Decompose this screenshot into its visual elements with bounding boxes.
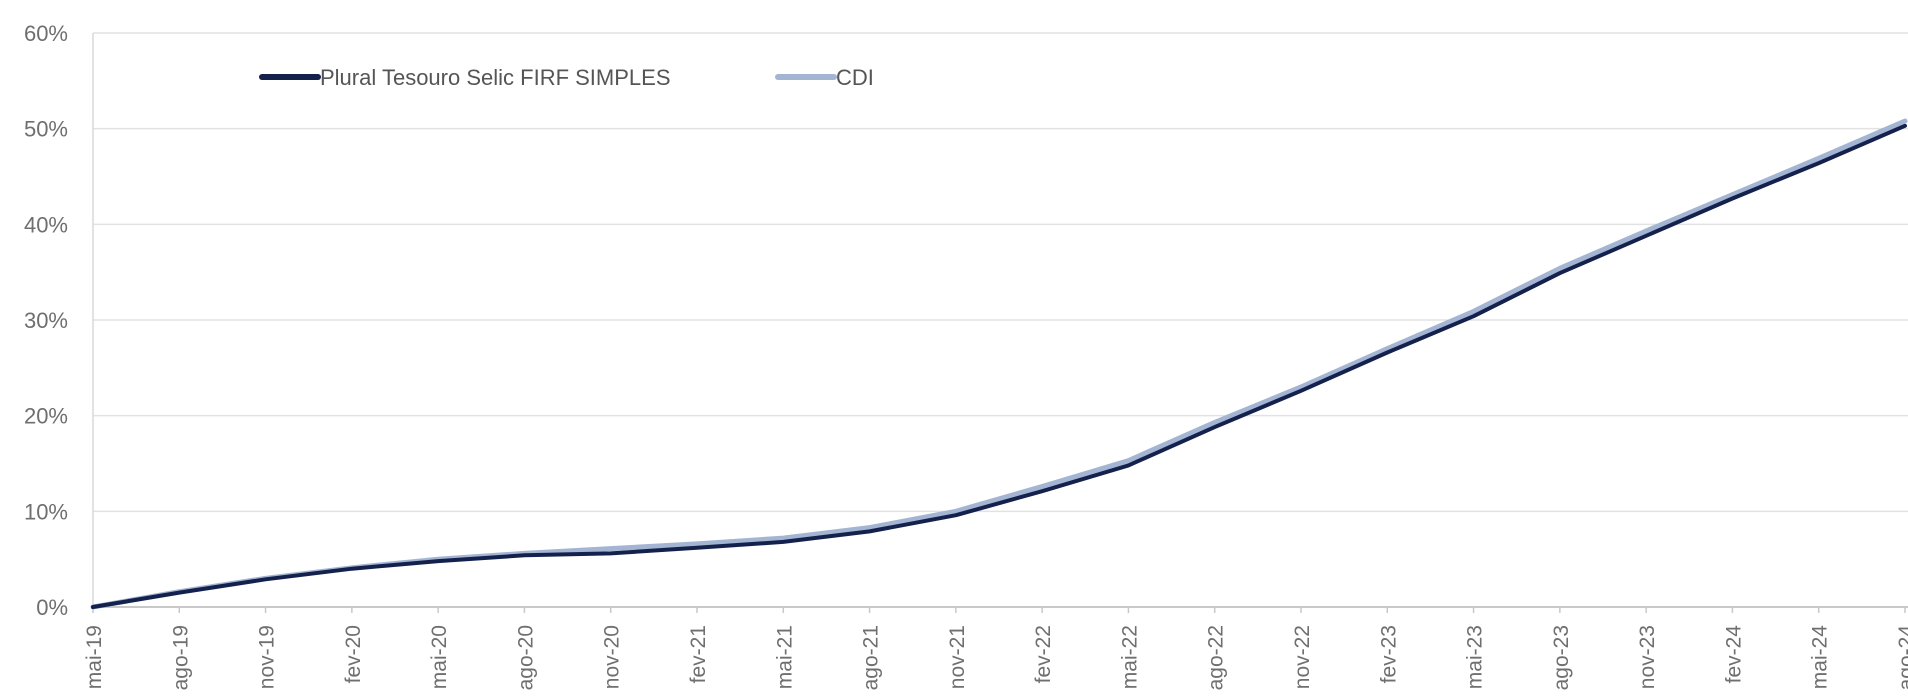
legend-label: CDI xyxy=(836,65,874,90)
x-tick-label: mai-22 xyxy=(1118,625,1141,689)
x-tick-label: ago-23 xyxy=(1550,625,1573,690)
y-axis: 0% 10% 20% 30% 40% 50% 60% xyxy=(24,21,68,620)
x-tick-label: fev-22 xyxy=(1032,625,1055,683)
series-line-0 xyxy=(91,123,1907,609)
x-tick-label: mai-21 xyxy=(773,625,796,689)
x-tick-label: fev-23 xyxy=(1377,625,1400,683)
y-tick-label: 20% xyxy=(24,404,68,429)
series-line-1 xyxy=(90,118,1908,610)
x-tick-label: nov-19 xyxy=(256,625,279,689)
x-tick-label: fev-20 xyxy=(342,625,365,683)
x-tick-label: ago-20 xyxy=(514,625,537,690)
x-tick-label: ago-24 xyxy=(1895,625,1908,691)
y-tick-label: 0% xyxy=(36,595,68,620)
legend: Plural Tesouro Selic FIRF SIMPLES CDI xyxy=(259,65,874,90)
x-tick-label: fev-21 xyxy=(687,625,710,683)
x-tick-label: mai-24 xyxy=(1809,625,1832,690)
y-tick-label: 60% xyxy=(24,21,68,46)
y-tick-label: 50% xyxy=(24,117,68,142)
legend-label: Plural Tesouro Selic FIRF SIMPLES xyxy=(320,65,671,90)
x-tick-label: mai-20 xyxy=(428,625,451,689)
x-tick-label: nov-20 xyxy=(601,625,624,689)
y-tick-label: 40% xyxy=(24,212,68,237)
x-tick-label: nov-21 xyxy=(946,625,969,689)
y-tick-label: 10% xyxy=(24,499,68,524)
x-tick-label: fev-24 xyxy=(1722,625,1745,684)
y-tick-label: 30% xyxy=(24,308,68,333)
gridlines xyxy=(92,32,1908,608)
series-lines xyxy=(90,118,1908,610)
x-tick-label: mai-23 xyxy=(1464,625,1487,689)
x-tick-label: mai-19 xyxy=(83,625,106,689)
x-tick-label: nov-23 xyxy=(1636,625,1659,689)
x-tick-label: ago-21 xyxy=(860,625,883,690)
x-tick-label: nov-22 xyxy=(1291,625,1314,689)
x-tick-label: ago-22 xyxy=(1205,625,1228,690)
x-axis: mai-19 ago-19 nov-19 fev-20 mai-20 ago-20 nov-… xyxy=(83,607,1908,690)
x-tick-label: ago-19 xyxy=(169,625,192,690)
